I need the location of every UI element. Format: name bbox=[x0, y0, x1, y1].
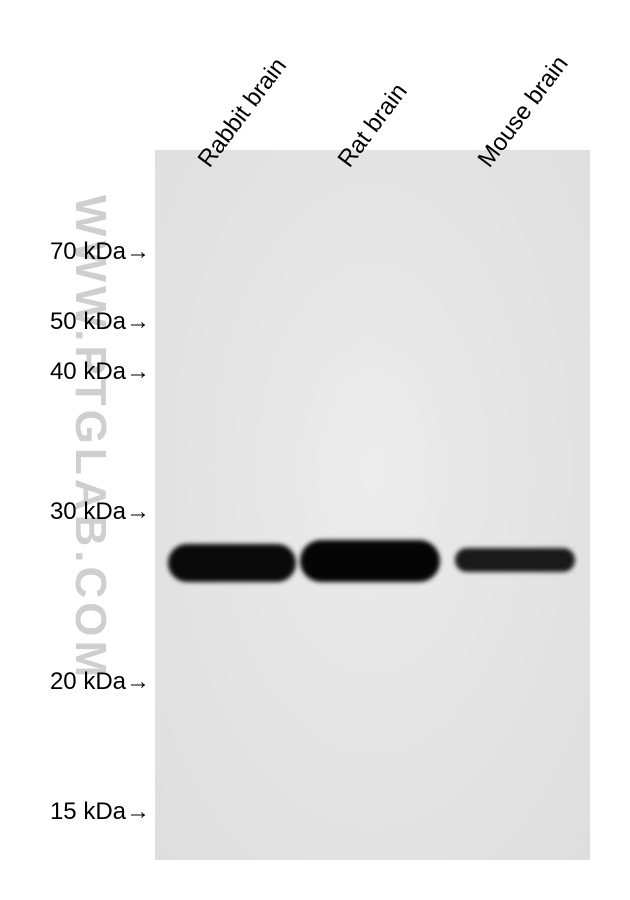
band-1 bbox=[300, 540, 440, 582]
marker-label-1: 50 kDa→ bbox=[50, 308, 150, 336]
marker-label-2: 40 kDa→ bbox=[50, 358, 150, 386]
band-0 bbox=[168, 544, 296, 582]
marker-label-3: 30 kDa→ bbox=[50, 498, 150, 526]
blot-membrane bbox=[155, 150, 590, 860]
blot-container: WWW.PTGLAB.COM Rabbit brain Rat brain Mo… bbox=[0, 0, 630, 900]
marker-label-0: 70 kDa→ bbox=[50, 238, 150, 266]
marker-label-4: 20 kDa→ bbox=[50, 668, 150, 696]
marker-label-5: 15 kDa→ bbox=[50, 798, 150, 826]
band-2 bbox=[455, 548, 575, 572]
watermark-text: WWW.PTGLAB.COM bbox=[65, 195, 115, 681]
